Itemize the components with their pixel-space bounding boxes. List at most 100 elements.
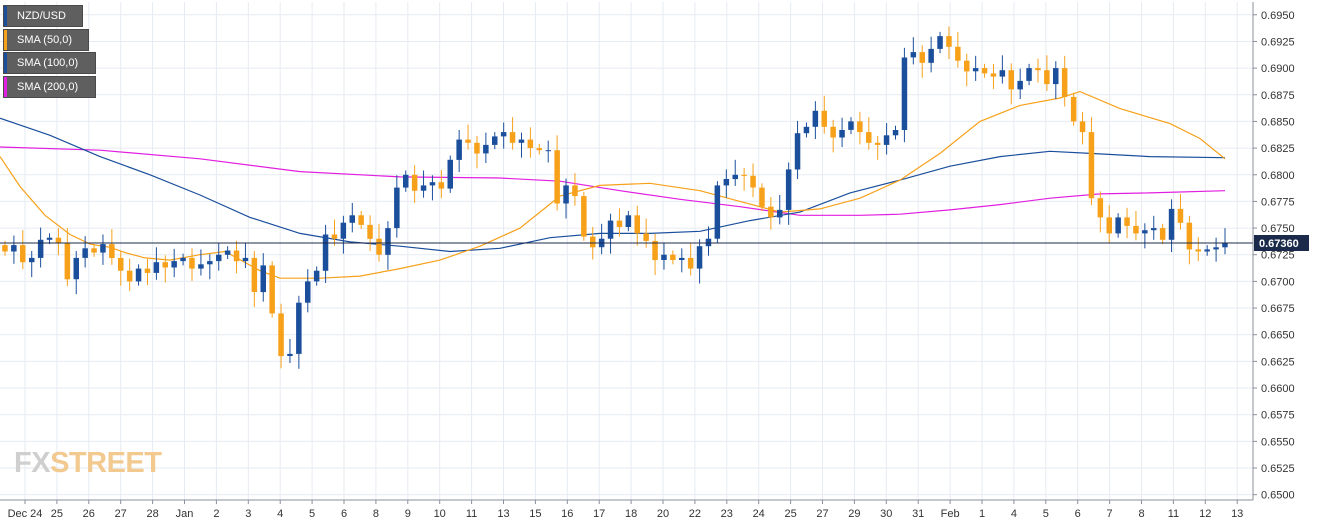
candle-body [1017, 80, 1023, 90]
x-tick-label: 31 [912, 508, 924, 520]
candle-body [394, 187, 400, 229]
y-tick-label: 0.6650 [1261, 330, 1295, 342]
candle-body [162, 262, 168, 268]
candle-body [777, 209, 783, 218]
candle-body [990, 73, 997, 77]
candle-body [331, 234, 338, 239]
x-tick-label: 25 [51, 508, 63, 520]
candle-body [1097, 198, 1104, 218]
y-tick-label: 0.6750 [1261, 223, 1295, 235]
x-tick-label: 30 [880, 508, 892, 520]
y-tick-label: 0.6675 [1261, 303, 1295, 315]
legend-item-nzdusd[interactable]: NZD/USD [3, 5, 83, 27]
y-tick-label: 0.6575 [1261, 410, 1295, 422]
x-tick-label: Feb [941, 508, 960, 520]
y-tick-label: 0.6525 [1261, 463, 1295, 475]
candle-body [687, 257, 694, 269]
legend-label-sma50: SMA (50,0) [17, 33, 73, 46]
candle-body [652, 240, 658, 261]
candle-body [29, 257, 35, 263]
candle-body [367, 224, 373, 239]
candle-body [224, 250, 231, 255]
candle-body [670, 254, 676, 260]
candle-body [830, 126, 836, 138]
candle-body [340, 222, 347, 239]
legend-item-sma50[interactable]: SMA (50,0) [3, 28, 89, 51]
x-tick-label: 12 [1199, 508, 1211, 520]
x-tick-label: 2 [213, 508, 219, 520]
x-tick-label: Jan [176, 508, 194, 520]
sma200-line [0, 146, 1226, 216]
y-tick-label: 0.6700 [1261, 276, 1295, 288]
plot-area [0, 2, 1253, 500]
y-tick-label: 0.6775 [1261, 196, 1295, 208]
x-tick-label: Dec 24 [8, 508, 43, 520]
candle-body [955, 46, 961, 61]
candle-body [1124, 217, 1130, 226]
candle-body [109, 244, 115, 258]
candle-body [768, 206, 774, 218]
candle-body [536, 148, 542, 151]
candle-body [456, 139, 462, 160]
candle-body [1133, 225, 1139, 234]
last-price-label: 0.67360 [1259, 238, 1299, 250]
candle-body [1151, 228, 1157, 231]
x-tick-label: 13 [497, 508, 509, 520]
y-tick-label: 0.6550 [1261, 436, 1295, 448]
candle-body [46, 237, 53, 240]
candle-body [82, 248, 88, 258]
candle-body [964, 60, 970, 72]
candle-body [705, 238, 712, 247]
sma100-line [0, 117, 1226, 253]
legend-swatch-sma200 [4, 76, 7, 97]
candle-body [874, 142, 881, 145]
candle-body [144, 268, 151, 273]
candle-body [216, 254, 222, 262]
price-line: 0.67360 [0, 235, 1309, 252]
x-axis: Dec 24 25 26 27 28 Jan 2 3 4 5 6 8 9 10 11 13 15 16 17 18 20… [0, 499, 1253, 520]
y-axis: 0.6950 0.6925 0.6900 0.6875 0.6850 0.6825 0.68… [1252, 2, 1295, 502]
x-tick-label: 3 [245, 508, 251, 520]
x-tick-label: 4 [1011, 508, 1017, 520]
candle-body [1008, 70, 1014, 90]
candles [2, 26, 1228, 369]
candle-body [198, 264, 204, 269]
candle-body [1053, 68, 1059, 85]
y-tick-label: 0.6500 [1261, 490, 1295, 502]
logo-fx: FX [14, 447, 51, 479]
legend-item-sma200[interactable]: SMA (200,0) [3, 75, 96, 98]
candle-body [358, 215, 364, 225]
x-tick-label: 23 [721, 508, 733, 520]
candle-body [251, 257, 258, 292]
x-tick-label: 5 [1043, 508, 1049, 520]
candle-body [11, 245, 17, 252]
x-tick-label: 27 [115, 508, 127, 520]
legend-item-sma100[interactable]: SMA (100,0) [3, 52, 96, 74]
candle-body [465, 139, 471, 143]
y-tick-label: 0.6600 [1261, 383, 1295, 395]
candle-body [126, 270, 133, 282]
y-tick-label: 0.6825 [1261, 143, 1295, 155]
candle-body [714, 185, 721, 239]
x-tick-label: 8 [373, 508, 379, 520]
x-tick-label: 6 [1075, 508, 1081, 520]
candle-body [403, 174, 409, 188]
x-tick-label: 9 [405, 508, 411, 520]
x-tick-label: 26 [83, 508, 95, 520]
candle-body [420, 185, 427, 191]
candle-body [848, 121, 854, 130]
candle-body [322, 234, 329, 271]
candle-body [278, 313, 284, 357]
candle-body [892, 130, 899, 136]
y-tick-label: 0.6950 [1261, 10, 1295, 22]
candle-body [634, 215, 640, 234]
candle-body [100, 244, 106, 253]
candle-body [118, 257, 124, 271]
candle-body [527, 139, 534, 149]
candle-body [1079, 121, 1086, 133]
candle-body [572, 185, 578, 197]
candle-body [928, 48, 934, 63]
x-tick-label: 24 [753, 508, 765, 520]
legend-label-sma100: SMA (100,0) [17, 57, 79, 69]
